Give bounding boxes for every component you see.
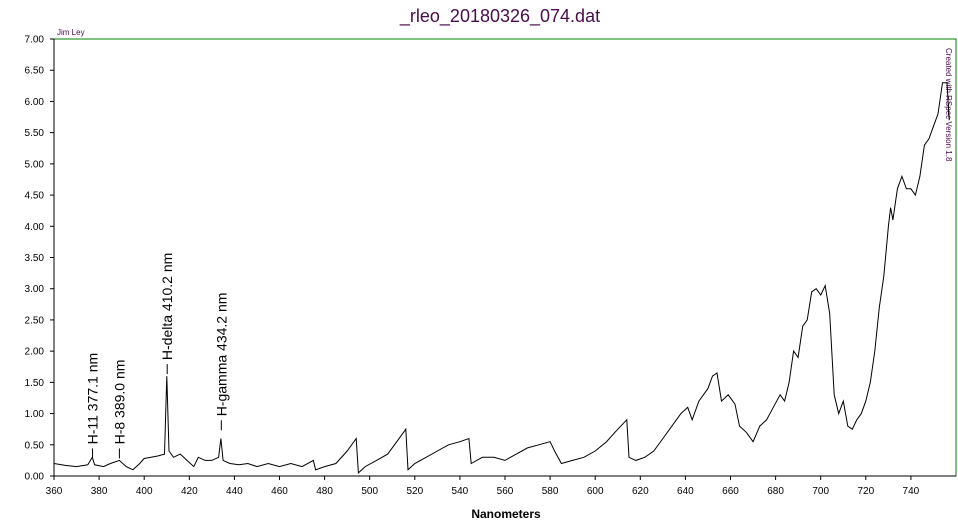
x-tick-label: 640	[677, 486, 694, 497]
y-tick-label: 0.00	[25, 472, 45, 483]
x-tick-label: 360	[46, 486, 63, 497]
y-tick-label: 5.50	[25, 128, 45, 139]
x-tick-label: 540	[452, 486, 469, 497]
x-tick-label: 680	[767, 486, 784, 497]
x-tick-label: 720	[857, 486, 874, 497]
author: Jim Ley	[57, 28, 85, 37]
y-tick-label: 3.50	[25, 253, 45, 264]
x-axis-label: Nanometers	[471, 507, 541, 521]
x-tick-label: 460	[271, 486, 288, 497]
chart-title: _rleo_20180326_074.dat	[399, 6, 600, 27]
annotation: H-8 389.0 nm	[111, 360, 127, 445]
y-tick-label: 1.00	[25, 409, 45, 420]
spectrum-line	[53, 82, 950, 474]
x-tick-label: 560	[497, 486, 514, 497]
y-tick-label: 0.50	[25, 440, 45, 451]
x-tick-label: 500	[361, 486, 378, 497]
y-tick-label: 4.00	[25, 222, 45, 233]
y-tick-label: 5.00	[25, 159, 45, 170]
x-tick-label: 400	[136, 486, 153, 497]
x-tick-label: 600	[587, 486, 604, 497]
y-tick-label: 3.00	[25, 284, 45, 295]
x-tick-label: 620	[632, 486, 649, 497]
y-tick-label: 6.00	[25, 97, 45, 108]
annotation: H-gamma 434.2 nm	[213, 293, 229, 417]
y-tick-label: 4.50	[25, 191, 45, 202]
y-tick-label: 7.00	[25, 35, 45, 46]
y-tick-label: 1.50	[25, 378, 45, 389]
plot-frame	[53, 38, 957, 477]
annotation: H-11 377.1 nm	[85, 353, 101, 445]
x-tick-label: 440	[226, 486, 243, 497]
x-tick-label: 520	[406, 486, 423, 497]
x-tick-label: 380	[91, 486, 108, 497]
annotation: H-delta 410.2 nm	[159, 253, 175, 360]
x-tick-label: 660	[722, 486, 739, 497]
x-tick-label: 420	[181, 486, 198, 497]
x-tick-label: 580	[542, 486, 559, 497]
x-tick-label: 480	[316, 486, 333, 497]
y-tick-label: 6.50	[25, 66, 45, 77]
y-tick-label: 2.00	[25, 347, 45, 358]
x-tick-label: 700	[812, 486, 829, 497]
x-tick-label: 740	[903, 486, 920, 497]
y-tick-label: 2.50	[25, 315, 45, 326]
